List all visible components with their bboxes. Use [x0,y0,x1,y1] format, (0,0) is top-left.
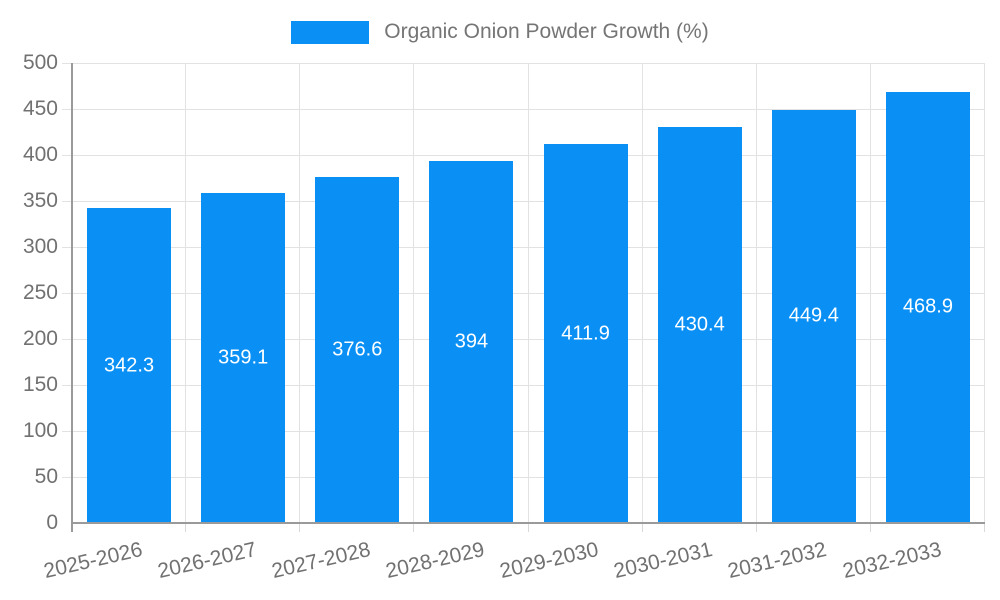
bar-2031-2032[interactable]: 449.4 [771,109,856,523]
bar-value-label: 430.4 [674,313,725,336]
bar-2029-2030[interactable]: 411.9 [543,144,628,523]
legend-label: Organic Onion Powder Growth (%) [384,20,709,43]
gridline [527,63,529,523]
x-axis-tick [185,523,187,532]
gridline [984,63,985,523]
bar-value-label: 359.1 [218,346,269,369]
x-tick-label: 2030-2031 [611,538,715,584]
bar-2026-2027[interactable]: 359.1 [201,192,286,523]
x-axis-tick [527,523,529,532]
plot-area: 342.3 359.1 376.6 394 411.9 430.4 449.4 468.9 [62,63,985,532]
y-axis-tick [62,385,72,386]
y-tick-label: 100 [22,419,58,442]
y-tick-label: 350 [22,189,58,212]
x-axis-tick [641,523,643,532]
gridline [755,63,757,523]
y-tick-label: 50 [34,465,58,488]
y-tick-label: 500 [22,51,58,74]
x-tick-label: 2026-2027 [155,538,259,584]
x-tick-label: 2032-2033 [840,538,944,584]
bar-value-label: 342.3 [104,354,155,377]
legend[interactable]: Organic Onion Powder Growth (%) [0,20,1000,44]
bar-2025-2026[interactable]: 342.3 [87,208,172,523]
y-axis-tick [62,109,72,110]
x-axis-line [71,522,985,524]
gridline [72,201,985,202]
gridline [299,63,301,523]
bar-value-label: 376.6 [332,338,383,361]
y-axis-line [71,63,73,532]
y-tick-label: 0 [46,511,58,534]
gridline [72,385,985,386]
x-axis-tick [869,523,871,532]
y-tick-label: 300 [22,235,58,258]
y-tick-label: 450 [22,97,58,120]
gridline [641,63,643,523]
bar-value-label: 468.9 [902,295,953,318]
x-axis-tick [299,523,301,532]
x-tick-label: 2028-2029 [383,538,487,584]
y-tick-label: 250 [22,281,58,304]
x-axis-tick [413,523,415,532]
x-tick-label: 2029-2030 [497,538,601,584]
gridline [72,109,985,110]
gridline [72,155,985,156]
x-axis-tick [755,523,757,532]
x-tick-label: 2027-2028 [269,538,373,584]
gridline [72,293,985,294]
bar-2028-2029[interactable]: 394 [429,160,514,523]
x-tick-label: 2031-2032 [725,538,829,584]
gridline [72,477,985,478]
gridline [185,63,187,523]
x-axis-labels: 2025-2026 2026-2027 2027-2028 2028-2029 2029… [41,538,985,600]
bar-value-label: 449.4 [788,304,839,327]
y-axis-tick [62,477,72,478]
y-axis-tick [62,201,72,202]
y-axis-tick [62,155,72,156]
gridline [413,63,415,523]
gridline [72,339,985,340]
gridline [869,63,871,523]
gridline [72,431,985,432]
x-axis-tick [984,523,985,532]
gridline [72,247,985,248]
y-tick-label: 400 [22,143,58,166]
bar-value-label: 411.9 [561,322,610,345]
bar-2027-2028[interactable]: 376.6 [315,176,400,523]
x-tick-label: 2025-2026 [41,538,145,584]
bar-2030-2031[interactable]: 430.4 [657,127,742,523]
y-tick-label: 150 [22,373,58,396]
y-axis-tick [62,63,72,64]
legend-swatch-icon [291,20,370,44]
y-axis-tick [62,293,72,294]
gridline [72,63,985,64]
y-axis-tick [62,247,72,248]
bar-2032-2033[interactable]: 468.9 [885,91,970,523]
y-axis-tick [62,339,72,340]
y-tick-label: 200 [22,327,58,350]
y-axis-labels: 0 50 100 150 200 250 300 350 400 450 500 [0,51,58,534]
bar-value-label: 394 [454,330,489,353]
y-axis-tick [62,431,72,432]
